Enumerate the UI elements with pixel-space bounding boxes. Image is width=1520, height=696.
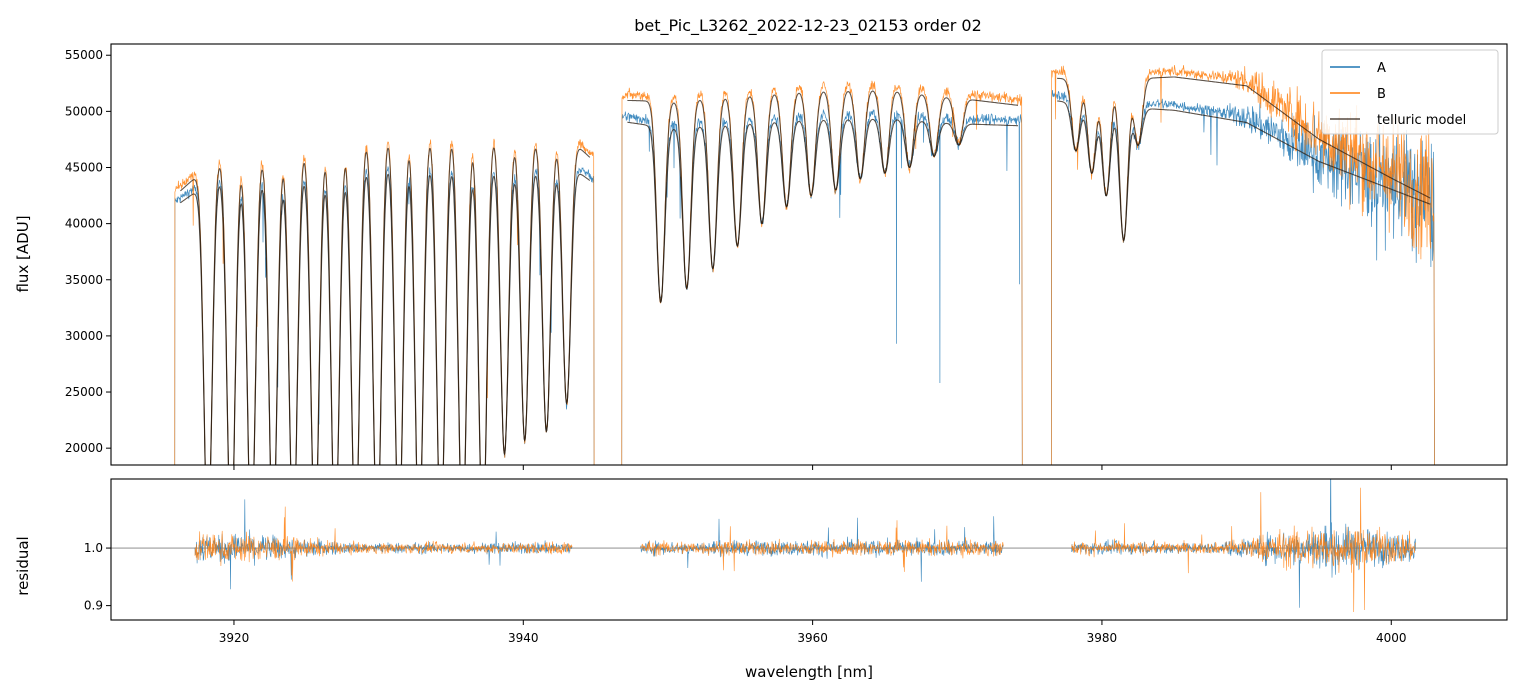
y-tick-label: 55000 xyxy=(65,48,103,62)
top-axes-frame xyxy=(110,43,1508,466)
bottom-y-axis: 0.9 1.0 xyxy=(84,541,111,613)
top-y-axis: 20000 25000 30000 35000 40000 45000 50000 55000 xyxy=(65,48,111,455)
telluric-model-line xyxy=(627,118,1018,304)
x-tick-label: 3940 xyxy=(508,631,539,645)
residual-b-line xyxy=(1071,487,1416,613)
y-tick-label: 0.9 xyxy=(84,599,103,613)
x-tick-label: 4000 xyxy=(1376,631,1407,645)
y-tick-label: 45000 xyxy=(65,160,103,174)
bottom-y-axis-label: residual xyxy=(14,536,32,595)
bottom-x-axis: 3920 3940 3960 3980 4000 xyxy=(219,620,1407,645)
legend: A B telluric model xyxy=(1321,49,1499,135)
bottom-plot-area xyxy=(111,479,1507,613)
y-tick-label: 25000 xyxy=(65,385,103,399)
chart-title: bet_Pic_L3262_2022-12-23_02153 order 02 xyxy=(634,16,982,36)
residual-b-line xyxy=(640,520,1004,572)
top-panel: 20000 25000 30000 35000 40000 45000 50000 55000… xyxy=(14,43,1508,470)
bottom-panel: 0.9 1.0 3920 3940 3960 3980 4000 residual wav… xyxy=(14,478,1508,681)
x-axis-label: wavelength [nm] xyxy=(745,663,873,681)
top-plot-area xyxy=(174,65,1435,465)
legend-label-a: A xyxy=(1377,61,1386,76)
y-tick-label: 30000 xyxy=(65,329,103,343)
x-tick-label: 3920 xyxy=(219,631,250,645)
top-x-ticks xyxy=(233,465,1392,470)
residual-b-line xyxy=(194,506,573,582)
y-tick-label: 35000 xyxy=(65,273,103,287)
bottom-axes-frame xyxy=(110,478,1508,621)
series-b-line xyxy=(1050,65,1435,465)
y-tick-label: 40000 xyxy=(65,217,103,231)
residual-a-line xyxy=(640,516,1004,582)
legend-box xyxy=(1321,49,1499,135)
top-y-axis-label: flux [ADU] xyxy=(14,215,32,292)
legend-label-telluric: telluric model xyxy=(1377,113,1466,128)
x-tick-label: 3980 xyxy=(1087,631,1118,645)
x-tick-label: 3960 xyxy=(797,631,828,645)
telluric-model-line xyxy=(627,90,1018,304)
telluric-model-line xyxy=(1057,76,1431,242)
y-tick-label: 20000 xyxy=(65,441,103,455)
y-tick-label: 50000 xyxy=(65,104,103,118)
legend-label-b: B xyxy=(1377,87,1386,102)
telluric-model-line xyxy=(180,147,591,465)
y-tick-label: 1.0 xyxy=(84,541,103,555)
